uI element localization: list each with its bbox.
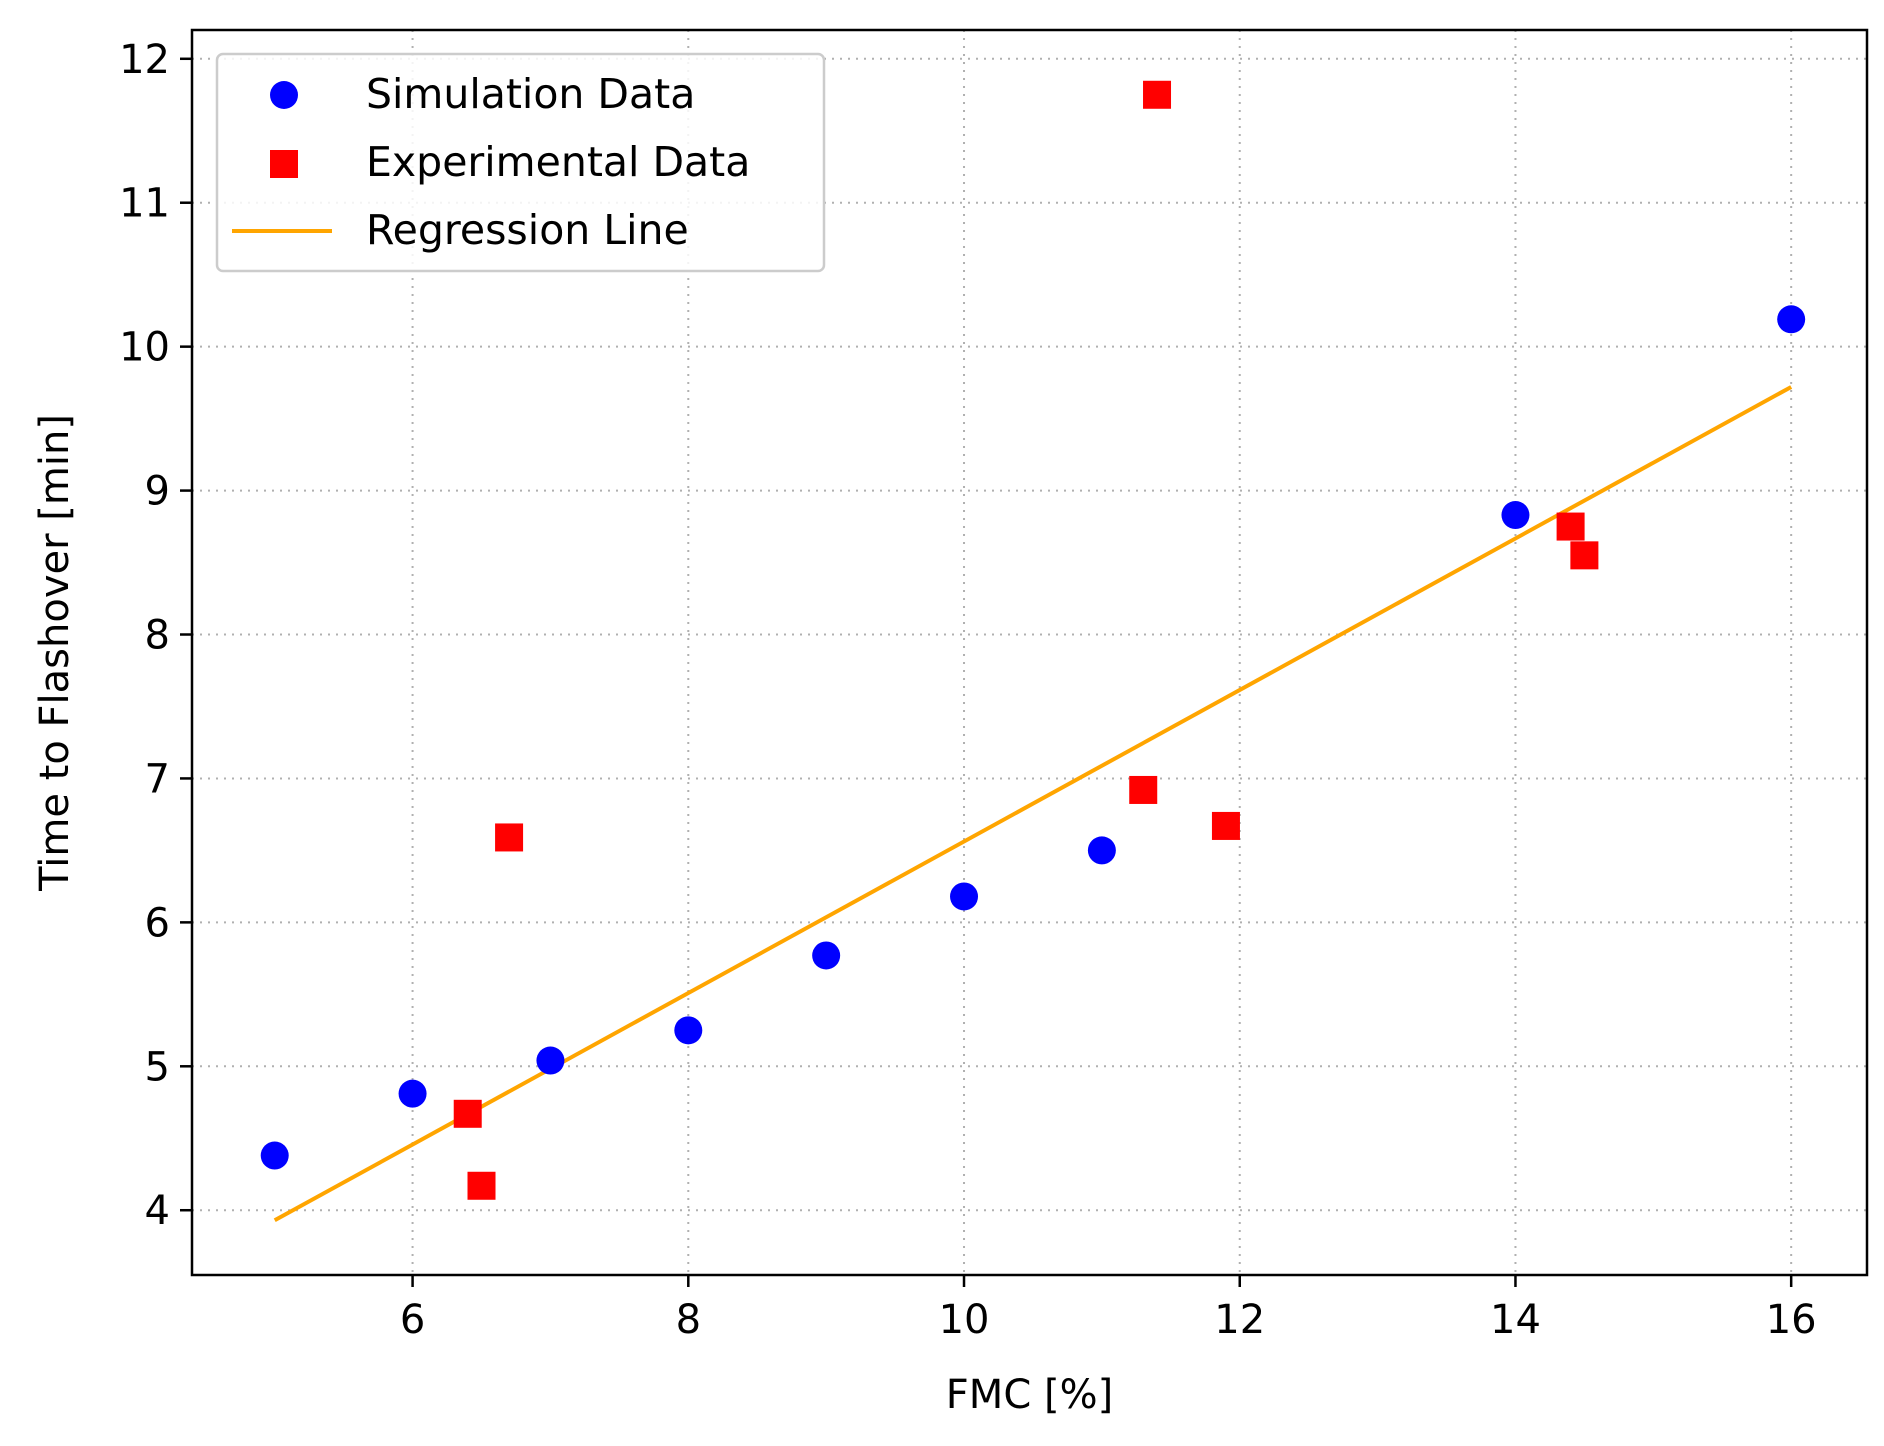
simulation-point (674, 1016, 703, 1045)
marker-series (260, 80, 1806, 1200)
y-tick-label: 12 (119, 37, 170, 83)
plot-frame (190, 28, 1869, 1277)
simulation-point (1501, 501, 1530, 530)
x-axis-label: FMC [%] (946, 1372, 1113, 1418)
experimental-point (1143, 80, 1172, 109)
simulation-point (950, 882, 979, 911)
y-tick-label: 9 (145, 469, 170, 515)
legend-marker-experimental (270, 150, 298, 178)
x-axis-ticks: 6 8 10 12 14 16 (400, 1275, 1817, 1343)
legend-label-regression: Regression Line (366, 206, 689, 254)
legend-label-experimental: Experimental Data (366, 138, 750, 186)
experimental-point (1129, 775, 1158, 804)
experimental-point (495, 823, 524, 852)
experimental-point (1211, 811, 1240, 840)
simulation-point (1087, 836, 1116, 865)
y-tick-label: 8 (145, 613, 170, 659)
legend-marker-simulation (270, 81, 298, 109)
x-tick-label: 12 (1214, 1297, 1265, 1343)
experimental-point (467, 1171, 496, 1200)
y-tick-label: 4 (145, 1188, 170, 1234)
y-axis-label: Time to Flashover [min] (32, 414, 78, 892)
experimental-point (453, 1099, 482, 1128)
y-tick-label: 10 (119, 325, 170, 371)
simulation-point (536, 1046, 565, 1075)
x-tick-label: 8 (676, 1297, 701, 1343)
simulation-point (812, 941, 841, 970)
y-tick-label: 5 (145, 1044, 170, 1090)
simulation-point (1777, 305, 1806, 334)
simulation-point (398, 1079, 427, 1108)
x-tick-label: 14 (1490, 1297, 1541, 1343)
y-tick-label: 7 (145, 756, 170, 802)
y-tick-label: 6 (145, 900, 170, 946)
y-axis-ticks: 4 5 6 7 8 9 10 11 12 (119, 37, 192, 1234)
x-tick-label: 10 (939, 1297, 990, 1343)
legend-label-simulation: Simulation Data (366, 70, 695, 118)
legend: Simulation Data Experimental Data Regres… (215, 52, 826, 273)
x-tick-label: 16 (1766, 1297, 1817, 1343)
simulation-point (260, 1141, 289, 1170)
regression-series (273, 385, 1793, 1223)
experimental-point (1570, 541, 1599, 570)
y-tick-label: 11 (119, 181, 170, 227)
regression-line (273, 385, 1793, 1223)
x-tick-label: 6 (400, 1297, 425, 1343)
experimental-point (1556, 512, 1585, 541)
legend-box (215, 52, 826, 273)
